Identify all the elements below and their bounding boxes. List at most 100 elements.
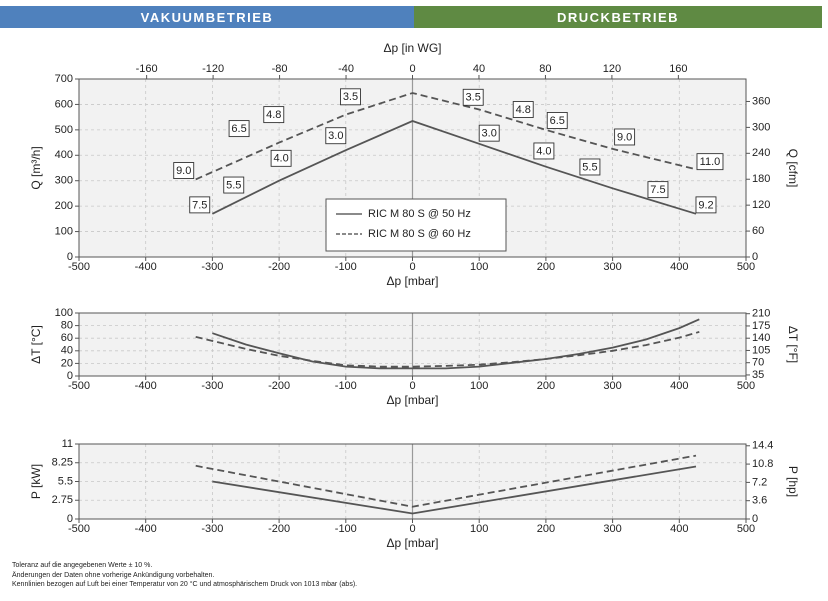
y-tick-label: 0: [67, 251, 73, 263]
legend-entry-label: RIC M 80 S @ 60 Hz: [368, 228, 471, 240]
legend-entry-label: RIC M 80 S @ 50 Hz: [368, 208, 471, 220]
x-tick-label: -200: [268, 380, 290, 392]
annotation-box: [189, 196, 211, 214]
x-top-tick-label: 0: [409, 63, 415, 75]
annotation-box: [173, 162, 195, 179]
x-tick-label: 300: [603, 380, 621, 392]
footer-changes: Änderungen der Daten ohne vorherige Ankü…: [12, 571, 215, 579]
y-tick-label: 300: [55, 175, 73, 187]
x-tick-label: 200: [537, 380, 555, 392]
y-right-tick-label: 7.2: [752, 476, 767, 488]
x-axis-label: Δp [mbar]: [386, 274, 438, 288]
y-right-tick-label: 105: [752, 344, 770, 356]
y-tick-label: 0: [67, 513, 73, 525]
pressure-operation-label: DRUCKBETRIEB: [557, 9, 679, 25]
annotation-box: [478, 124, 500, 142]
annotation-label: 7.5: [192, 199, 207, 211]
y-right-tick-label: 140: [752, 332, 770, 344]
annotation-label: 6.5: [550, 115, 565, 127]
x-top-tick-label: -120: [202, 63, 224, 75]
annotation-box: [263, 106, 285, 124]
annotation-label: 9.0: [617, 131, 632, 143]
y-tick-label: 5.5: [58, 475, 73, 487]
y-tick-label: 500: [55, 124, 73, 136]
x-tick-label: 300: [603, 523, 621, 535]
y-right-tick-label: 60: [752, 225, 764, 237]
x-tick-label: 500: [737, 380, 755, 392]
annotation-box: [340, 88, 361, 106]
x-tick-label: -200: [268, 523, 290, 535]
x-tick-label: -200: [268, 261, 290, 273]
x-tick-label: 400: [670, 523, 688, 535]
x-tick-label: -500: [68, 523, 90, 535]
y-right-tick-label: 10.8: [752, 458, 773, 470]
annotation-box: [695, 196, 717, 214]
x-tick-label: -400: [135, 261, 157, 273]
annotation-label: 11.0: [700, 156, 721, 168]
y-right-tick-label: 0: [752, 513, 758, 525]
x-axis-label: Δp [mbar]: [386, 536, 438, 550]
annotation-box: [579, 158, 601, 176]
annotation-label: 4.0: [536, 145, 551, 157]
annotation-box: [223, 176, 245, 194]
x-tick-label: -100: [335, 261, 357, 273]
annotation-label: 4.8: [516, 104, 531, 116]
y-tick-label: 100: [55, 307, 73, 319]
y-right-tick-label: 120: [752, 199, 770, 211]
annotation-label: 5.5: [226, 179, 241, 191]
x-tick-label: 100: [470, 380, 488, 392]
footer-tolerance: Toleranz auf die angegebenen Werte ± 10 …: [12, 562, 153, 569]
legend-box: [325, 198, 507, 252]
annotation-box: [546, 111, 568, 129]
y-right-tick-label: 300: [752, 121, 770, 133]
x-tick-label: 0: [409, 261, 415, 273]
annotation-box: [512, 101, 534, 118]
annotation-label: 5.5: [582, 161, 597, 173]
y-tick-label: 200: [55, 200, 73, 212]
y-tick-label: 0: [67, 370, 73, 382]
annotation-label: 9.2: [698, 199, 713, 211]
x-tick-label: -500: [68, 380, 90, 392]
y-right-tick-label: 3.6: [752, 495, 767, 507]
annotation-label: 3.5: [466, 92, 481, 104]
x-tick-label: -300: [201, 523, 223, 535]
y-tick-label: 80: [61, 320, 73, 332]
series-50hz-line: [212, 465, 697, 515]
y-right-tick-label: 240: [752, 147, 770, 159]
x-top-tick-label: 80: [539, 63, 551, 75]
annotation-label: 7.5: [650, 184, 665, 196]
x-tick-label: -400: [135, 523, 157, 535]
y-right-tick-label: 175: [752, 320, 770, 332]
x-top-tick-label: -80: [272, 63, 288, 75]
y-right-axis-label: Q [cfm]: [786, 149, 800, 188]
y-right-tick-label: 0: [752, 251, 758, 263]
annotation-box: [647, 181, 669, 199]
y-tick-label: 100: [55, 225, 73, 237]
x-tick-label: -400: [135, 380, 157, 392]
x-tick-label: 100: [470, 261, 488, 273]
x-tick-label: 400: [670, 380, 688, 392]
y-right-tick-label: 210: [752, 308, 770, 320]
x-top-axis-label: Δp [in WG]: [383, 41, 441, 55]
x-top-tick-label: 160: [669, 63, 687, 75]
y-axis-label: ΔT [°C]: [29, 325, 43, 364]
series-60hz-line: [195, 454, 697, 508]
x-tick-label: 300: [603, 261, 621, 273]
footer-conditions: Kennlinien bezogen auf Luft bei einer Te…: [12, 581, 358, 588]
y-axis-label: Q [m³/h]: [29, 146, 43, 189]
x-axis-label: Δp [mbar]: [386, 393, 438, 407]
y-right-tick-label: 360: [752, 95, 770, 107]
y-right-tick-label: 70: [752, 357, 764, 369]
series-50hz-line: [211, 120, 697, 215]
series-60hz-line: [195, 92, 697, 181]
x-tick-label: 400: [670, 261, 688, 273]
x-top-tick-label: -40: [338, 63, 354, 75]
x-top-tick-label: -160: [136, 63, 158, 75]
x-tick-label: 0: [409, 380, 415, 392]
y-tick-label: 20: [61, 357, 73, 369]
x-tick-label: 200: [537, 523, 555, 535]
x-tick-label: 100: [470, 523, 488, 535]
y-tick-label: 700: [55, 73, 73, 85]
x-tick-label: 200: [537, 261, 555, 273]
